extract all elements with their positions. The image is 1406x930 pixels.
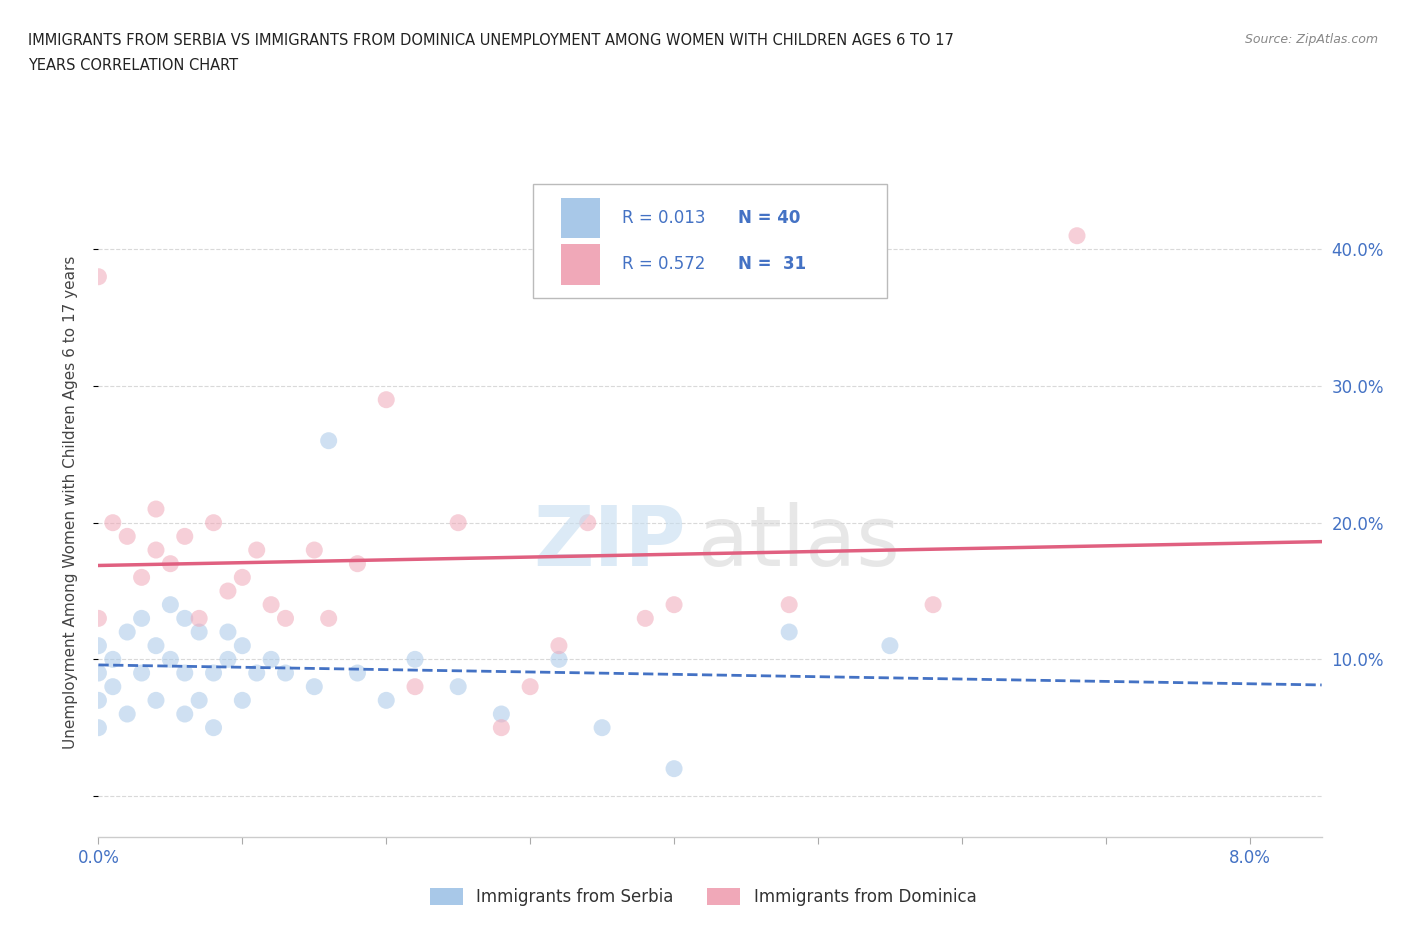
FancyBboxPatch shape — [561, 197, 600, 238]
Point — [173, 666, 195, 681]
Point — [173, 611, 195, 626]
Point — [217, 652, 239, 667]
Point — [318, 433, 340, 448]
Point — [491, 720, 513, 735]
Point — [274, 666, 297, 681]
Point — [778, 597, 800, 612]
Text: N =  31: N = 31 — [738, 256, 806, 273]
FancyBboxPatch shape — [561, 245, 600, 285]
Point — [304, 542, 326, 557]
Point — [159, 652, 181, 667]
Point — [173, 529, 195, 544]
Point — [318, 611, 340, 626]
Point — [304, 679, 326, 694]
Point — [115, 625, 138, 640]
Point — [87, 666, 110, 681]
Point — [188, 625, 211, 640]
Point — [87, 270, 110, 285]
Point — [101, 515, 124, 530]
Point — [246, 542, 269, 557]
Point — [87, 611, 110, 626]
Point — [202, 720, 225, 735]
Point — [202, 515, 225, 530]
Point — [246, 666, 269, 681]
Point — [346, 556, 368, 571]
Point — [87, 638, 110, 653]
Point — [131, 611, 153, 626]
Point — [662, 762, 685, 777]
Point — [260, 652, 283, 667]
Point — [404, 652, 426, 667]
Point — [145, 693, 167, 708]
Point — [188, 693, 211, 708]
Point — [922, 597, 945, 612]
Point — [231, 693, 253, 708]
Point — [145, 501, 167, 516]
Point — [576, 515, 599, 530]
Point — [346, 666, 368, 681]
Point — [202, 666, 225, 681]
Text: N = 40: N = 40 — [738, 208, 800, 227]
Point — [260, 597, 283, 612]
Point — [231, 638, 253, 653]
Point — [115, 707, 138, 722]
Point — [491, 707, 513, 722]
Point — [159, 556, 181, 571]
Text: R = 0.572: R = 0.572 — [621, 256, 706, 273]
Point — [447, 679, 470, 694]
Y-axis label: Unemployment Among Women with Children Ages 6 to 17 years: Unemployment Among Women with Children A… — [63, 256, 77, 749]
Point — [145, 638, 167, 653]
Point — [548, 638, 571, 653]
Point — [231, 570, 253, 585]
Point — [404, 679, 426, 694]
Point — [145, 542, 167, 557]
Point — [634, 611, 657, 626]
Point — [131, 666, 153, 681]
Point — [173, 707, 195, 722]
Text: Source: ZipAtlas.com: Source: ZipAtlas.com — [1244, 33, 1378, 46]
Point — [1066, 228, 1088, 243]
Point — [217, 584, 239, 599]
Point — [87, 720, 110, 735]
Point — [548, 652, 571, 667]
Point — [519, 679, 541, 694]
Point — [131, 570, 153, 585]
Point — [591, 720, 613, 735]
Point — [778, 625, 800, 640]
Text: IMMIGRANTS FROM SERBIA VS IMMIGRANTS FROM DOMINICA UNEMPLOYMENT AMONG WOMEN WITH: IMMIGRANTS FROM SERBIA VS IMMIGRANTS FRO… — [28, 33, 955, 47]
Point — [87, 693, 110, 708]
Point — [662, 597, 685, 612]
Text: R = 0.013: R = 0.013 — [621, 208, 706, 227]
Point — [879, 638, 901, 653]
Point — [375, 392, 398, 407]
Point — [188, 611, 211, 626]
Point — [101, 652, 124, 667]
Point — [375, 693, 398, 708]
Text: YEARS CORRELATION CHART: YEARS CORRELATION CHART — [28, 58, 238, 73]
Legend: Immigrants from Serbia, Immigrants from Dominica: Immigrants from Serbia, Immigrants from … — [423, 881, 983, 912]
Point — [447, 515, 470, 530]
Text: atlas: atlas — [697, 502, 900, 583]
Point — [101, 679, 124, 694]
FancyBboxPatch shape — [533, 184, 887, 298]
Point — [274, 611, 297, 626]
Point — [115, 529, 138, 544]
Text: ZIP: ZIP — [533, 502, 686, 583]
Point — [217, 625, 239, 640]
Point — [159, 597, 181, 612]
